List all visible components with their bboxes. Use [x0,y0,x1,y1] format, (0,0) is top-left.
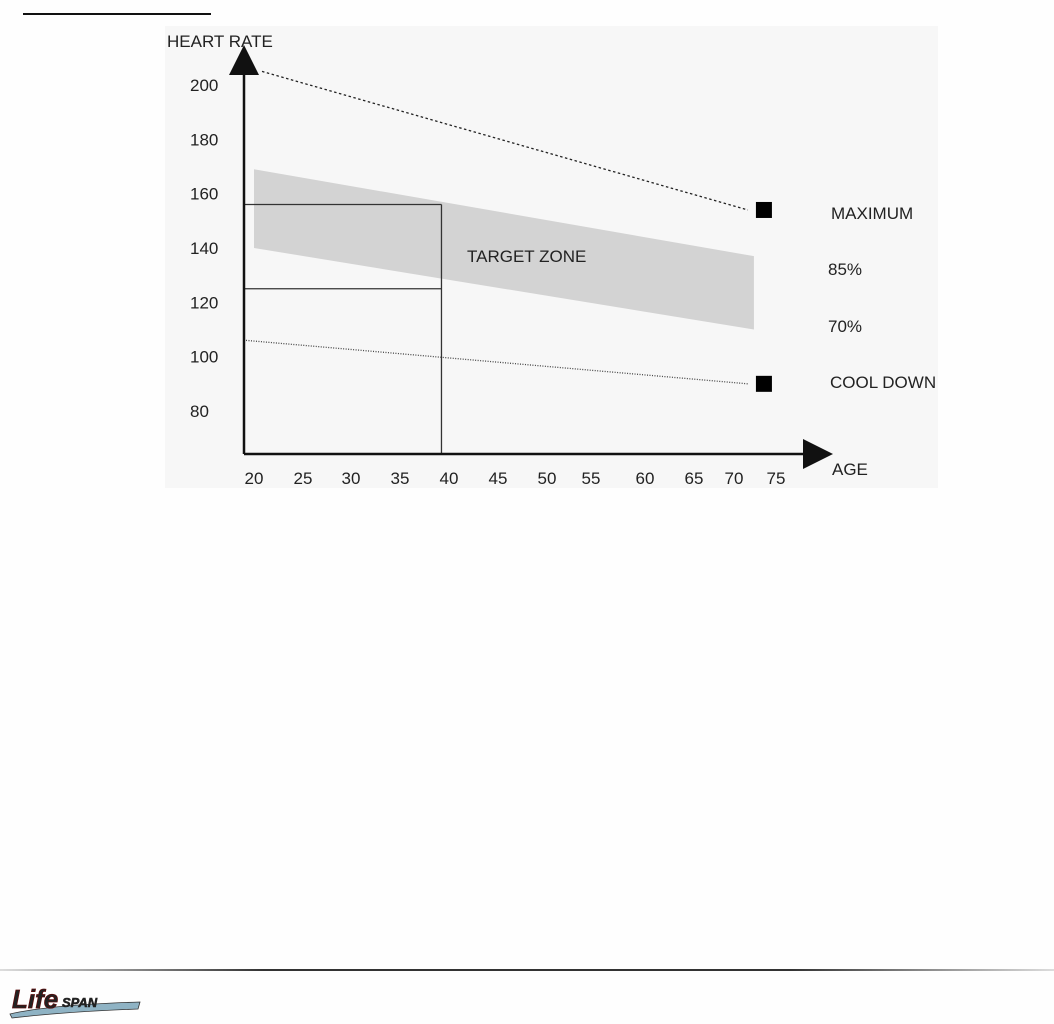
target-zone-band [254,169,754,330]
x-axis-title: AGE [832,460,868,479]
y-tick-label: 200 [190,76,218,95]
x-tick-label: 40 [440,469,459,488]
target-zone-label: TARGET ZONE [467,247,586,266]
x-tick-label: 25 [294,469,313,488]
x-tick-label: 55 [582,469,601,488]
y-tick-label: 140 [190,239,218,258]
x-tick-label: 30 [342,469,361,488]
x-tick-label: 50 [538,469,557,488]
x-tick-label: 60 [636,469,655,488]
y-tick-label: 160 [190,185,218,204]
y-axis-title: HEART RATE [167,32,273,51]
cool-down-label: COOL DOWN [830,373,936,392]
y-tick-label: 100 [190,348,218,367]
x-tick-label: 45 [489,469,508,488]
x-tick-label: 70 [725,469,744,488]
footer-rule [0,969,1054,971]
cool-down-marker [755,375,772,392]
band-upper-label: 85% [828,260,862,279]
x-tick-labels: 20 25 30 35 40 45 50 55 60 65 70 75 [245,469,786,488]
maximum-marker [755,201,772,218]
logo-text: Life [12,984,58,1014]
chart-svg: HEART RATE AGE 80 100 120 140 160 180 200 20 25… [167,32,936,488]
maximum-line [261,70,749,211]
cool-down-line [245,339,748,385]
y-tick-label: 180 [190,130,218,149]
logo-text-span: SPAN [62,995,98,1010]
x-tick-label: 20 [245,469,264,488]
band-lower-label: 70% [828,317,862,336]
x-tick-label: 75 [767,469,786,488]
x-tick-label: 35 [391,469,410,488]
x-tick-label: 65 [685,469,704,488]
y-tick-label: 120 [190,293,218,312]
maximum-label: MAXIMUM [831,204,913,223]
header-rule [23,13,211,15]
lifespan-logo: Life SPAN [9,984,141,1019]
y-tick-label: 80 [190,402,209,421]
y-tick-labels: 80 100 120 140 160 180 200 [190,76,218,421]
